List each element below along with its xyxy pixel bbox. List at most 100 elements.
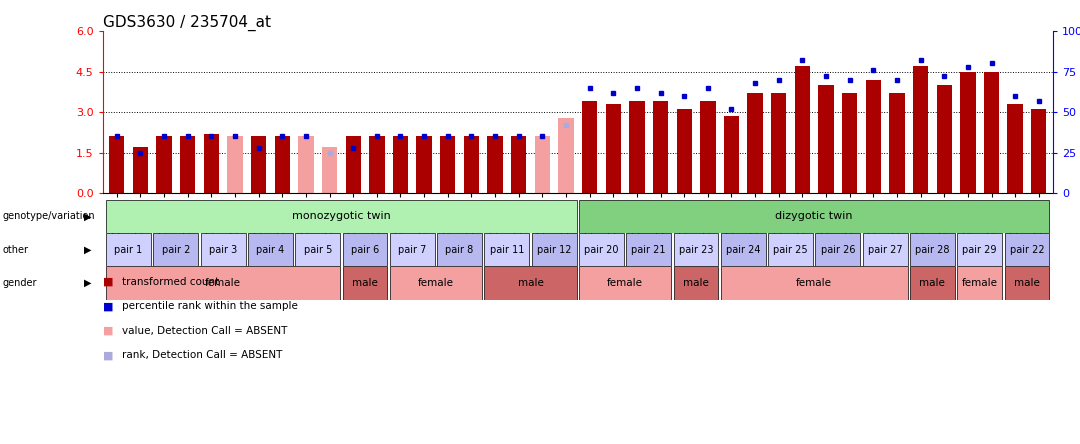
Text: pair 29: pair 29 [962, 245, 997, 255]
Bar [390, 266, 482, 300]
Bar [248, 233, 293, 266]
Text: male: male [517, 278, 543, 288]
Text: rank, Detection Call = ABSENT: rank, Detection Call = ABSENT [122, 350, 282, 360]
Text: transformed count: transformed count [122, 277, 219, 287]
Bar [511, 136, 526, 193]
Bar [251, 136, 267, 193]
Bar [109, 136, 124, 193]
Text: pair 20: pair 20 [584, 245, 619, 255]
Text: female: female [796, 278, 833, 288]
Bar [463, 136, 480, 193]
Text: ■: ■ [103, 301, 113, 311]
Bar [1008, 104, 1023, 193]
Bar [153, 233, 199, 266]
Text: pair 27: pair 27 [868, 245, 903, 255]
Bar [819, 85, 834, 193]
Bar [417, 136, 432, 193]
Bar [960, 71, 975, 193]
Text: male: male [683, 278, 708, 288]
Bar [815, 233, 861, 266]
Bar [133, 147, 148, 193]
Text: pair 24: pair 24 [726, 245, 760, 255]
Bar [295, 233, 340, 266]
Text: value, Detection Call = ABSENT: value, Detection Call = ABSENT [122, 326, 287, 336]
Text: ▶: ▶ [84, 211, 92, 222]
Text: pair 12: pair 12 [537, 245, 571, 255]
Text: GDS3630 / 235704_at: GDS3630 / 235704_at [103, 15, 271, 31]
Text: pair 6: pair 6 [351, 245, 379, 255]
Bar [106, 200, 577, 233]
Bar [558, 118, 573, 193]
Bar [440, 136, 456, 193]
Text: pair 11: pair 11 [489, 245, 524, 255]
Bar [842, 93, 858, 193]
Bar [676, 109, 692, 193]
Bar [720, 266, 907, 300]
Bar [485, 266, 577, 300]
Bar [531, 233, 577, 266]
Bar [747, 93, 762, 193]
Text: female: female [418, 278, 454, 288]
Text: pair 23: pair 23 [678, 245, 713, 255]
Bar [674, 266, 718, 300]
Text: genotype/variation: genotype/variation [2, 211, 95, 222]
Bar [910, 266, 955, 300]
Bar [393, 136, 408, 193]
Text: pair 28: pair 28 [915, 245, 949, 255]
Text: ■: ■ [103, 326, 113, 336]
Bar [626, 233, 671, 266]
Bar [866, 80, 881, 193]
Bar [180, 136, 195, 193]
Bar [227, 136, 243, 193]
Text: monozygotic twin: monozygotic twin [292, 211, 391, 222]
Text: ■: ■ [103, 277, 113, 287]
Text: pair 1: pair 1 [114, 245, 143, 255]
Bar [535, 136, 550, 193]
Bar [342, 266, 388, 300]
Text: pair 2: pair 2 [162, 245, 190, 255]
Text: male: male [1014, 278, 1040, 288]
Bar [910, 233, 955, 266]
Bar [700, 101, 716, 193]
Bar [579, 233, 624, 266]
Bar [485, 233, 529, 266]
Bar [106, 266, 340, 300]
Text: pair 26: pair 26 [821, 245, 855, 255]
Bar [369, 136, 384, 193]
Bar [771, 93, 786, 193]
Text: male: male [919, 278, 945, 288]
Bar [936, 85, 951, 193]
Text: pair 7: pair 7 [399, 245, 427, 255]
Bar [957, 233, 1002, 266]
Text: pair 22: pair 22 [1010, 245, 1044, 255]
Bar [957, 266, 1002, 300]
Text: pair 4: pair 4 [256, 245, 285, 255]
Bar [487, 136, 502, 193]
Bar [724, 116, 739, 193]
Bar [1004, 266, 1050, 300]
Text: percentile rank within the sample: percentile rank within the sample [122, 301, 298, 311]
Bar [795, 66, 810, 193]
Bar [322, 147, 337, 193]
Bar [437, 233, 482, 266]
Bar [984, 71, 999, 193]
Bar [582, 101, 597, 193]
Bar [342, 233, 388, 266]
Bar [863, 233, 907, 266]
Text: pair 5: pair 5 [303, 245, 332, 255]
Text: other: other [2, 245, 28, 255]
Text: ▶: ▶ [84, 278, 92, 288]
Bar [201, 233, 245, 266]
Text: dizygotic twin: dizygotic twin [775, 211, 853, 222]
Text: pair 3: pair 3 [210, 245, 238, 255]
Text: female: female [961, 278, 998, 288]
Bar [274, 136, 289, 193]
Bar [606, 104, 621, 193]
Text: female: female [607, 278, 643, 288]
Text: pair 8: pair 8 [445, 245, 474, 255]
Bar [390, 233, 435, 266]
Bar [630, 101, 645, 193]
Bar [157, 136, 172, 193]
Bar [913, 66, 929, 193]
Text: gender: gender [2, 278, 37, 288]
